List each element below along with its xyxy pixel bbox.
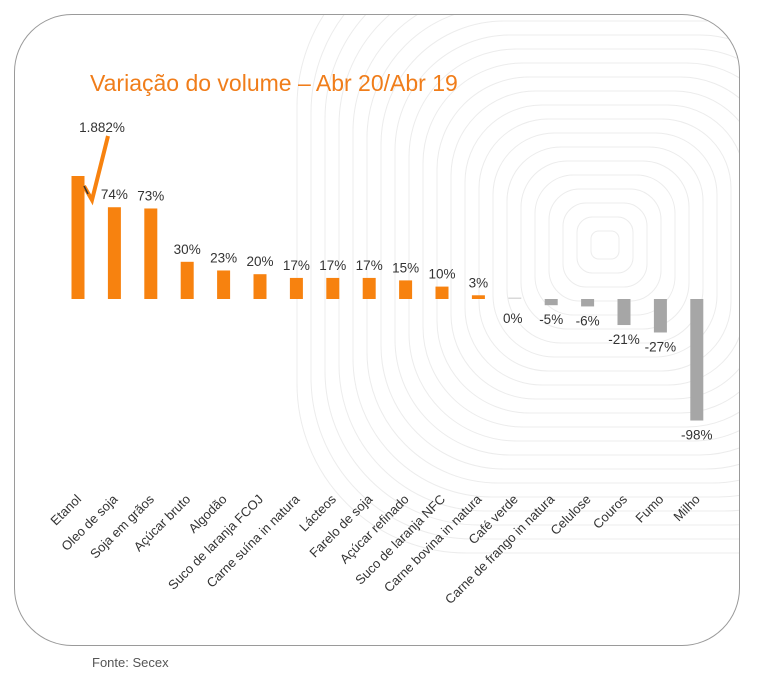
decor-contour	[352, 15, 739, 498]
value-label-0: 1.882%	[79, 120, 125, 135]
background-decoration	[296, 15, 739, 554]
value-label-15: -21%	[608, 332, 640, 347]
decor-contour	[562, 202, 648, 288]
value-label-11: 3%	[469, 275, 489, 290]
bar-13	[544, 299, 558, 306]
value-label-4: 23%	[210, 250, 237, 265]
bar-11	[471, 295, 485, 299]
axis-break-marker-edge	[83, 185, 89, 195]
value-label-9: 15%	[392, 260, 419, 275]
value-label-6: 17%	[283, 258, 310, 273]
decor-contour	[380, 20, 739, 470]
value-label-7: 17%	[319, 258, 346, 273]
value-label-5: 20%	[246, 254, 273, 269]
bar-5	[253, 274, 267, 299]
bar-0	[71, 176, 85, 299]
decor-contour	[450, 90, 739, 400]
category-label-15: Couros	[590, 491, 631, 532]
value-label-12: 0%	[503, 311, 523, 326]
decor-contour	[394, 34, 739, 456]
value-label-10: 10%	[428, 267, 455, 282]
value-label-1: 74%	[101, 187, 128, 202]
bar-6	[289, 277, 303, 299]
category-label-17: Milho	[670, 492, 703, 525]
decor-contour	[548, 188, 662, 302]
bar-12	[508, 297, 522, 299]
decor-contour	[492, 132, 718, 358]
chart-card	[14, 14, 740, 646]
category-label-16: Fumo	[632, 492, 666, 526]
bar-1	[107, 207, 121, 299]
decor-contour	[408, 48, 739, 442]
bar-8	[362, 277, 376, 299]
decor-contour	[576, 216, 634, 274]
value-label-2: 73%	[137, 188, 164, 203]
category-label-8: Farelo de soja	[306, 491, 375, 560]
source-note: Fonte: Secex	[92, 655, 169, 670]
decor-contour	[534, 174, 676, 316]
chart-title: Variação do volume – Abr 20/Abr 19	[90, 70, 458, 96]
bar-10	[435, 286, 449, 299]
decor-contour	[296, 15, 739, 554]
decor-contour	[464, 104, 739, 386]
bar-7	[326, 277, 340, 299]
decor-contour	[506, 146, 704, 344]
value-label-14: -6%	[576, 313, 600, 328]
bar-16	[653, 299, 667, 333]
decor-contour	[590, 230, 620, 260]
bar-4	[217, 270, 231, 299]
decor-contour	[338, 15, 739, 512]
value-label-13: -5%	[539, 312, 563, 327]
decor-contour	[478, 118, 732, 372]
value-label-8: 17%	[356, 258, 383, 273]
decor-contour	[422, 62, 739, 428]
decor-contour	[520, 160, 690, 330]
bar-3	[180, 261, 194, 299]
bar-14	[581, 299, 595, 307]
decor-contour	[436, 76, 739, 414]
decor-contour	[324, 15, 739, 526]
bar-15	[617, 299, 631, 326]
bar-2	[144, 208, 158, 299]
bar-9	[399, 280, 413, 299]
decor-contour	[310, 15, 739, 540]
decor-contour	[366, 15, 739, 484]
value-label-17: -98%	[681, 428, 713, 443]
value-label-3: 30%	[174, 242, 201, 257]
category-label-14: Celulose	[547, 492, 593, 538]
value-label-16: -27%	[645, 339, 677, 354]
bar-17	[690, 299, 704, 421]
